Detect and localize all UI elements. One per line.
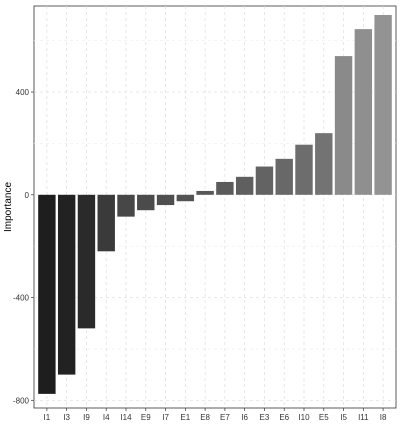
- bar-i1: [38, 194, 56, 394]
- y-tick-label: -800: [13, 396, 30, 405]
- bar-e3: [255, 166, 274, 195]
- x-tick-label-i9: I9: [83, 413, 90, 422]
- y-tick-label: -400: [13, 294, 30, 303]
- x-tick-label-i1: I1: [44, 413, 51, 422]
- bar-i5: [334, 56, 353, 195]
- bar-i14: [117, 194, 135, 217]
- x-axis-ticks: I1 I3 I9 I4 I14 E9 I7 E1 E8 E7 I6 E3 E6 I10 E5 I5 I11 I8: [44, 408, 387, 422]
- x-tick-label-i10: I10: [298, 413, 310, 422]
- bar-i11: [354, 29, 373, 195]
- y-axis-title: Importance: [3, 182, 14, 232]
- bar-e7: [216, 181, 234, 195]
- bar-i4: [97, 194, 115, 252]
- x-tick-label-e1: E1: [180, 413, 190, 422]
- bar-e8: [196, 190, 214, 195]
- x-tick-label-i8: I8: [380, 413, 387, 422]
- bar-e1: [176, 194, 195, 202]
- x-tick-label-i14: I14: [120, 413, 132, 422]
- bar-i3: [57, 194, 76, 375]
- bar-i8: [374, 14, 392, 195]
- x-tick-label-e3: E3: [260, 413, 270, 422]
- x-tick-label-i11: I11: [358, 413, 369, 422]
- x-tick-label-e8: E8: [200, 413, 210, 422]
- bar-i6: [235, 176, 254, 195]
- x-tick-label-e6: E6: [279, 413, 289, 422]
- bar-i10: [295, 144, 313, 195]
- x-tick-label-e5: E5: [319, 413, 329, 422]
- x-tick-label-e7: E7: [220, 413, 230, 422]
- x-tick-label-i4: I4: [103, 413, 110, 422]
- bar-i7: [156, 194, 175, 206]
- bar-i9: [77, 194, 96, 329]
- y-axis-ticks: -800 -400 0 400: [13, 88, 34, 405]
- bars: [38, 14, 392, 394]
- x-tick-label-i3: I3: [63, 413, 70, 422]
- y-tick-label: 0: [25, 191, 30, 200]
- bar-e9: [137, 194, 155, 211]
- x-tick-label-i5: I5: [340, 413, 347, 422]
- x-tick-label-i6: I6: [241, 413, 248, 422]
- x-tick-label-e9: E9: [141, 413, 151, 422]
- y-tick-label: 400: [16, 88, 30, 97]
- x-tick-label-i7: I7: [162, 413, 169, 422]
- bar-e5: [315, 133, 333, 195]
- bar-e6: [275, 158, 293, 195]
